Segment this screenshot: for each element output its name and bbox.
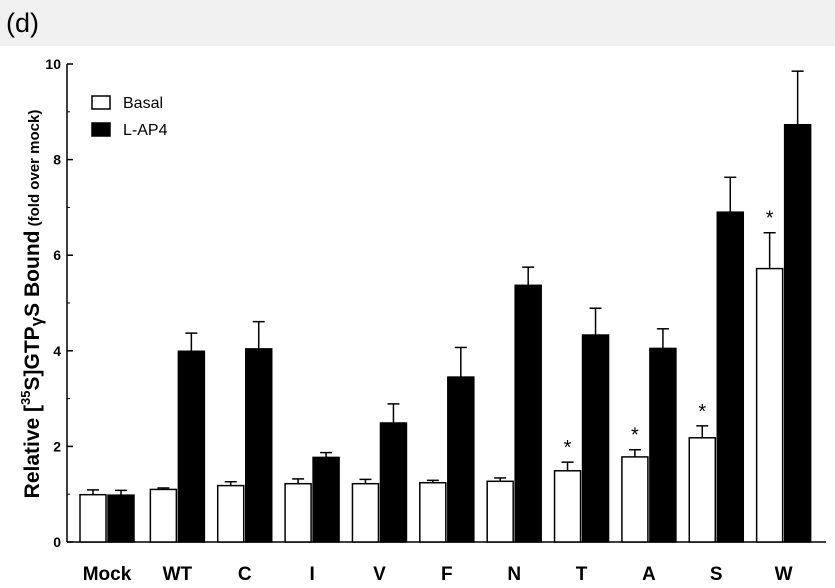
y-label-superscript: 35 xyxy=(18,390,33,404)
y-tick-label: 0 xyxy=(53,534,61,550)
bar-basal-f xyxy=(419,481,447,543)
bar-lap4-i xyxy=(312,456,340,543)
bar-lap4-t xyxy=(581,334,610,543)
x-tick-label-s: S xyxy=(710,564,723,585)
significance-asterisk: * xyxy=(766,208,774,230)
x-tick-label-w: W xyxy=(775,564,793,585)
bars xyxy=(79,70,812,543)
bar-basal-v xyxy=(351,482,380,543)
panel-header-band xyxy=(0,0,835,46)
y-axis-label: Relative [35S]GTPγS Bound (fold over moc… xyxy=(18,110,46,499)
x-tick-label-n: N xyxy=(507,564,521,585)
y-tick-label: 10 xyxy=(45,56,61,72)
x-tick-label-c: C xyxy=(238,564,252,585)
y-label-small: (fold over mock) xyxy=(26,110,43,231)
axes: 0 2 4 6 8 10 Mock WT C I V F N T A S W xyxy=(45,56,826,585)
x-tick-label-v: V xyxy=(373,564,386,585)
legend: Basal L-AP4 xyxy=(91,95,168,139)
bar-basal-s xyxy=(688,437,717,543)
legend-label-lap4: L-AP4 xyxy=(123,122,168,139)
bar-basal-wt xyxy=(149,488,178,543)
bar-lap4-c xyxy=(244,348,273,543)
y-tick-label: 8 xyxy=(53,152,61,168)
y-label-main: S]GTP xyxy=(21,326,44,390)
bar-lap4-w xyxy=(783,123,812,543)
bar-basal-t xyxy=(553,470,582,543)
significance-asterisk: * xyxy=(631,425,639,447)
bar-lap4-f xyxy=(447,376,475,543)
x-tick-label-t: T xyxy=(576,564,588,585)
bar-lap4-a xyxy=(649,347,677,543)
bar-basal-w xyxy=(755,267,784,543)
y-tick-label: 4 xyxy=(53,343,61,359)
bar-lap4-mock xyxy=(107,494,135,543)
annotations: * * * * xyxy=(564,208,774,459)
bar-basal-c xyxy=(216,484,245,543)
bar-lap4-s xyxy=(716,211,745,543)
bar-basal-i xyxy=(284,482,312,543)
y-tick-label: 2 xyxy=(53,438,61,454)
bar-lap4-wt xyxy=(177,350,206,543)
bar-basal-a xyxy=(621,456,649,543)
y-axis-title: Relative [35S]GTPγS Bound (fold over moc… xyxy=(18,110,46,499)
bar-basal-n xyxy=(486,480,514,543)
y-tick-label: 6 xyxy=(53,247,61,263)
bar-lap4-v xyxy=(379,422,408,543)
legend-swatch-basal xyxy=(91,95,111,110)
x-tick-label-mock: Mock xyxy=(83,564,132,585)
legend-swatch-lap4 xyxy=(91,122,111,137)
significance-asterisk: * xyxy=(564,437,572,459)
y-label-tail: S Bound xyxy=(21,231,44,317)
bar-lap4-n xyxy=(514,284,542,543)
y-label-prefix: Relative [ xyxy=(21,405,44,498)
x-tick-label-i: I xyxy=(309,564,314,585)
y-label-gamma: γ xyxy=(27,316,46,326)
significance-asterisk: * xyxy=(698,401,706,423)
panel-label: (d) xyxy=(6,8,39,38)
legend-label-basal: Basal xyxy=(123,95,163,112)
x-tick-label-a: A xyxy=(642,564,656,585)
x-tick-label-f: F xyxy=(441,564,453,585)
x-tick-label-wt: WT xyxy=(163,564,193,585)
bar-basal-mock xyxy=(79,493,107,543)
